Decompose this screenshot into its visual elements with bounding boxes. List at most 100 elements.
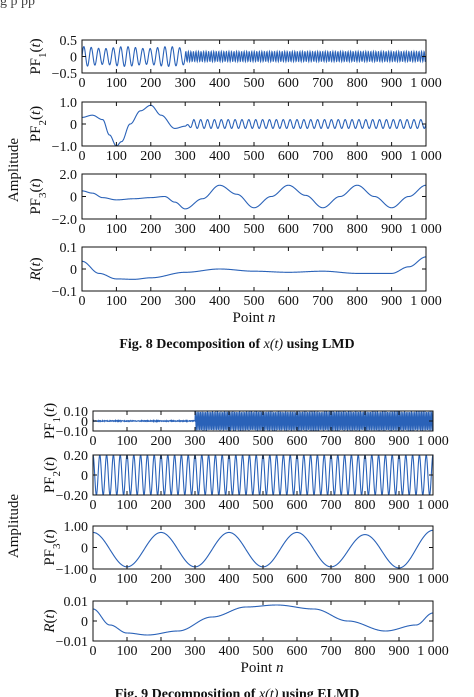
- x-tick-label: 600: [287, 572, 308, 587]
- chart-panel: 0 100 200 300 400 500 600 700 800 900 1 0000.10−0.…: [28, 241, 442, 309]
- x-tick-label: 300: [175, 294, 196, 309]
- x-tick-label: 1 000: [417, 644, 449, 659]
- x-tick-label: 700: [312, 222, 333, 237]
- x-tick-label: 400: [219, 572, 240, 587]
- x-axis-label: Point n: [233, 310, 276, 326]
- x-tick-label: 100: [106, 222, 127, 237]
- y-axis-label: PF2(t): [42, 457, 63, 493]
- x-tick-label: 300: [175, 76, 196, 91]
- x-tick-label: 100: [106, 149, 127, 164]
- chart-panel: 0 100 200 300 400 500 600 700 800 900 1 0001.000−1…: [42, 520, 449, 587]
- x-tick-label: 800: [347, 294, 368, 309]
- x-tick-label: 300: [175, 149, 196, 164]
- x-tick-label: 900: [389, 434, 410, 449]
- x-tick-label: 300: [175, 222, 196, 237]
- x-tick-label: 700: [312, 76, 333, 91]
- x-tick-label: 200: [140, 222, 161, 237]
- y-tick-label: 2.0: [60, 168, 78, 183]
- x-tick-label: 0: [90, 572, 97, 587]
- x-tick-label: 600: [278, 76, 299, 91]
- series-line: [82, 184, 426, 210]
- x-tick-label: 200: [151, 498, 172, 513]
- x-tick-label: 500: [244, 149, 265, 164]
- x-tick-label: 700: [321, 434, 342, 449]
- plot-frame: [92, 525, 434, 570]
- amplitude-label: Amplitude: [6, 138, 22, 203]
- x-tick-label: 600: [278, 222, 299, 237]
- x-tick-label: 900: [381, 294, 402, 309]
- y-tick-label: 0.1: [60, 241, 78, 256]
- x-tick-label: 0: [90, 434, 97, 449]
- figure-8: 0 100 200 300 400 500 600 700 800 900 1 0000.50−0.…: [6, 34, 442, 352]
- x-tick-label: 0: [79, 222, 86, 237]
- x-tick-label: 1 000: [417, 498, 449, 513]
- y-tick-label: 0: [81, 542, 88, 557]
- y-axis-label: R(t): [42, 609, 58, 633]
- series-line: [82, 104, 426, 146]
- x-tick-label: 600: [287, 644, 308, 659]
- x-tick-label: 1 000: [417, 572, 449, 587]
- y-tick-label: −0.10: [56, 425, 88, 440]
- x-tick-label: 800: [347, 222, 368, 237]
- x-tick-label: 900: [381, 222, 402, 237]
- x-tick-label: 400: [219, 498, 240, 513]
- figure-caption: Fig. 9 Decomposition of x(t) using ELMD: [115, 687, 360, 697]
- x-tick-label: 800: [347, 149, 368, 164]
- y-axis-label: PF3(t): [28, 178, 49, 214]
- chart-panel: 0 100 200 300 400 500 600 700 800 900 1 0000.200−0…: [42, 449, 449, 513]
- y-axis-label: R(t): [28, 257, 44, 281]
- x-tick-label: 300: [185, 644, 206, 659]
- series-line: [93, 604, 433, 636]
- x-tick-label: 100: [117, 572, 138, 587]
- x-tick-label: 700: [321, 644, 342, 659]
- x-tick-label: 300: [185, 498, 206, 513]
- series-line: [93, 411, 433, 431]
- y-tick-label: −1.0: [52, 140, 77, 155]
- chart-panel: 0 100 200 300 400 500 600 700 800 900 1 0001.00−1.…: [28, 96, 442, 164]
- figure-caption: Fig. 8 Decomposition of x(t) using LMD: [119, 337, 354, 352]
- x-tick-label: 100: [117, 644, 138, 659]
- x-tick-label: 500: [244, 294, 265, 309]
- x-tick-label: 600: [278, 149, 299, 164]
- x-axis-label: Point n: [241, 660, 284, 676]
- x-tick-label: 300: [185, 434, 206, 449]
- y-axis-label: PF2(t): [28, 106, 49, 142]
- page-top-fragment: g p pp: [0, 0, 35, 8]
- y-tick-label: 0.20: [64, 449, 89, 464]
- x-tick-label: 700: [321, 572, 342, 587]
- x-tick-label: 0: [79, 294, 86, 309]
- y-axis-label: PF1(t): [42, 403, 63, 439]
- y-tick-label: 0: [81, 469, 88, 484]
- series-line: [93, 455, 433, 495]
- y-axis-label: PF3(t): [42, 529, 63, 565]
- x-tick-label: 400: [219, 644, 240, 659]
- x-tick-label: 100: [106, 294, 127, 309]
- x-tick-label: 700: [312, 149, 333, 164]
- x-tick-label: 0: [90, 498, 97, 513]
- x-tick-label: 100: [117, 434, 138, 449]
- plot-frame: [92, 454, 434, 496]
- x-tick-label: 800: [347, 76, 368, 91]
- x-tick-label: 500: [253, 498, 274, 513]
- x-tick-label: 800: [355, 644, 376, 659]
- y-tick-label: 0: [81, 415, 88, 430]
- y-axis-label: PF1(t): [28, 38, 49, 74]
- x-tick-label: 900: [389, 644, 410, 659]
- y-tick-label: 1.0: [60, 96, 78, 111]
- series-line: [93, 529, 433, 569]
- x-tick-label: 400: [209, 294, 230, 309]
- x-tick-label: 900: [389, 572, 410, 587]
- x-tick-label: 800: [355, 572, 376, 587]
- y-tick-label: 0: [81, 615, 88, 630]
- chart-panel: 0 100 200 300 400 500 600 700 800 900 1 0000.010−0…: [42, 595, 449, 659]
- chart-panel: 0 100 200 300 400 500 600 700 800 900 1 000 0.5 0−0.…: [28, 34, 442, 91]
- x-tick-label: 0: [79, 76, 86, 91]
- y-tick-label: −1.00: [56, 563, 88, 578]
- chart-panel: 0 100 200 300 400 500 600 700 800 900 1 000 0.100−0…: [42, 403, 449, 449]
- y-tick-label: 0: [70, 51, 77, 66]
- x-tick-label: 1 000: [410, 76, 442, 91]
- x-tick-label: 400: [219, 434, 240, 449]
- x-tick-label: 200: [151, 644, 172, 659]
- plot-frame: [81, 246, 427, 292]
